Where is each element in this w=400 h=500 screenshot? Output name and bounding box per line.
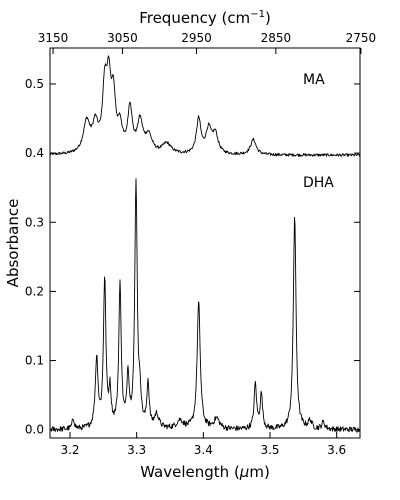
plot-frame (49, 47, 361, 439)
x-tick-label: 3.5 (260, 443, 279, 457)
ticks-layer: 3.2 3.3 3.4 3.5 3.6 0.0 0.1 0.2 0.3 0.4 0.5 3150 305… (25, 31, 376, 457)
series-label-ma: MA (303, 72, 325, 88)
series-label-dha: DHA (303, 175, 334, 191)
top-tick-label: 2750 (346, 31, 377, 45)
y-axis-title: Absorbance (4, 199, 22, 288)
x-tick-label: 3.2 (60, 443, 79, 457)
top-tick-label: 3050 (107, 31, 138, 45)
y-tick-label: 0.2 (25, 284, 44, 298)
y-tick-label: 0.4 (25, 146, 44, 160)
series-line-ma (49, 55, 361, 157)
x-axis-title: Wavelength (μm) (140, 463, 270, 481)
y-tick-label: 0.5 (25, 77, 44, 91)
top-tick-label: 2850 (261, 31, 292, 45)
x-tick-label: 3.6 (327, 443, 346, 457)
x-tick-label: 3.4 (194, 443, 213, 457)
y-tick-label: 0.1 (25, 354, 44, 368)
series-lines (49, 55, 361, 433)
top-tick-label: 3150 (38, 31, 69, 45)
x-tick-label: 3.3 (127, 443, 146, 457)
series-line-dha (49, 178, 361, 433)
y-tick-label: 0.0 (25, 423, 44, 437)
top-axis-title: Frequency (cm−1) (139, 9, 271, 27)
y-tick-label: 0.3 (25, 215, 44, 229)
top-tick-label: 2950 (181, 31, 212, 45)
